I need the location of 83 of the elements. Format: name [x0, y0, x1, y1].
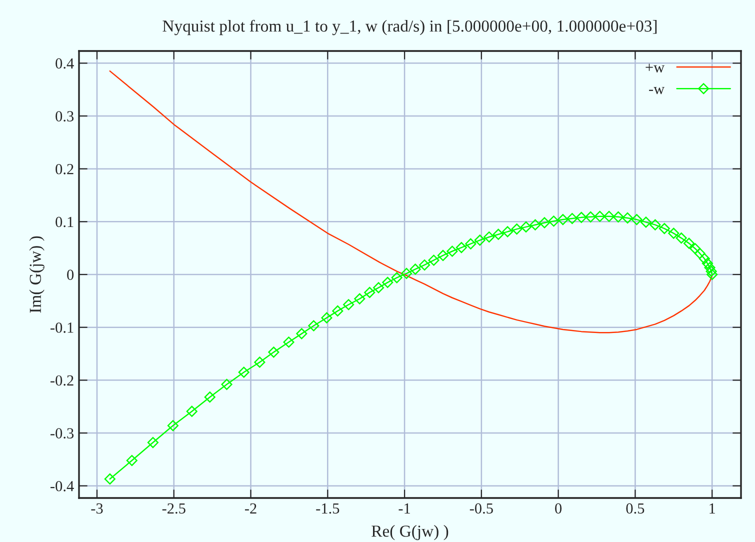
y-tick-label: -0.1 [50, 322, 74, 333]
point [698, 253, 710, 264]
y-tick-label: -0.4 [50, 480, 74, 492]
point [585, 211, 596, 222]
point [484, 231, 495, 243]
point [373, 282, 384, 294]
point [520, 221, 532, 232]
point [612, 211, 624, 222]
y-tick-label: 0.1 [56, 216, 74, 228]
point [694, 248, 706, 259]
point [676, 232, 687, 244]
point [566, 212, 578, 224]
x-tick-label: 0.5 [626, 503, 644, 514]
point [104, 473, 116, 485]
point [690, 243, 701, 254]
x-tick-label: -2.5 [162, 503, 186, 514]
point [283, 336, 294, 348]
x-tick-label: 0 [555, 503, 562, 514]
x-axis-title: Re( G(jw) ) [372, 525, 448, 540]
point [704, 262, 716, 274]
point [364, 286, 376, 298]
point [631, 214, 642, 226]
point [640, 216, 652, 228]
point [343, 299, 354, 310]
point [428, 254, 440, 266]
point [557, 214, 568, 226]
point [126, 454, 138, 466]
point [702, 258, 714, 269]
point [604, 210, 615, 222]
point [446, 246, 458, 257]
point [668, 228, 680, 239]
point [308, 320, 320, 332]
point [530, 219, 541, 230]
point [683, 238, 695, 249]
point [706, 266, 717, 277]
point [321, 312, 332, 324]
point [221, 378, 232, 390]
point [511, 224, 522, 235]
y-tick-label: 0.2 [56, 164, 74, 174]
point [401, 268, 412, 279]
y-tick-label: -0.3 [50, 428, 74, 439]
point [204, 392, 216, 403]
x-tick-label: 1 [710, 503, 715, 514]
y-axis-title: Im( G(jw) ) [29, 236, 44, 313]
x-tick-label: -1.5 [316, 503, 340, 514]
point [410, 264, 421, 275]
point [437, 250, 449, 262]
y-tick-label: 0 [67, 270, 74, 280]
x-tick-label: -1 [398, 503, 410, 514]
y-tick-label: 0.4 [56, 58, 74, 69]
point [706, 268, 718, 280]
point [354, 293, 366, 304]
point [186, 406, 198, 417]
point [254, 356, 266, 368]
chart-title: Nyquist plot from u_1 to y_1, w (rad/s) in [5.000000e+00, 1.000000e+03] [162, 20, 657, 36]
point [296, 328, 308, 340]
point [576, 212, 587, 223]
y-tick-label: -0.2 [50, 375, 74, 386]
point [594, 210, 606, 222]
x-tick-label: -2 [244, 503, 256, 514]
point [650, 219, 661, 230]
point [456, 242, 467, 254]
point [622, 212, 634, 224]
legend-label: +w [646, 64, 665, 73]
point [382, 276, 394, 288]
point [538, 217, 550, 228]
point [238, 366, 250, 378]
x-tick-label: -3 [91, 503, 103, 514]
point [474, 234, 486, 246]
point [391, 272, 402, 284]
point [492, 228, 504, 240]
point [332, 305, 344, 316]
x-tick-label: -0.5 [470, 503, 493, 514]
point [465, 238, 476, 250]
point [268, 346, 280, 358]
point [167, 420, 178, 432]
legend-label: -w [649, 86, 665, 94]
point [548, 216, 560, 227]
y-tick-label: 0.3 [56, 111, 74, 122]
point [658, 222, 670, 234]
point [147, 436, 158, 448]
point [502, 226, 514, 238]
point [418, 259, 430, 271]
